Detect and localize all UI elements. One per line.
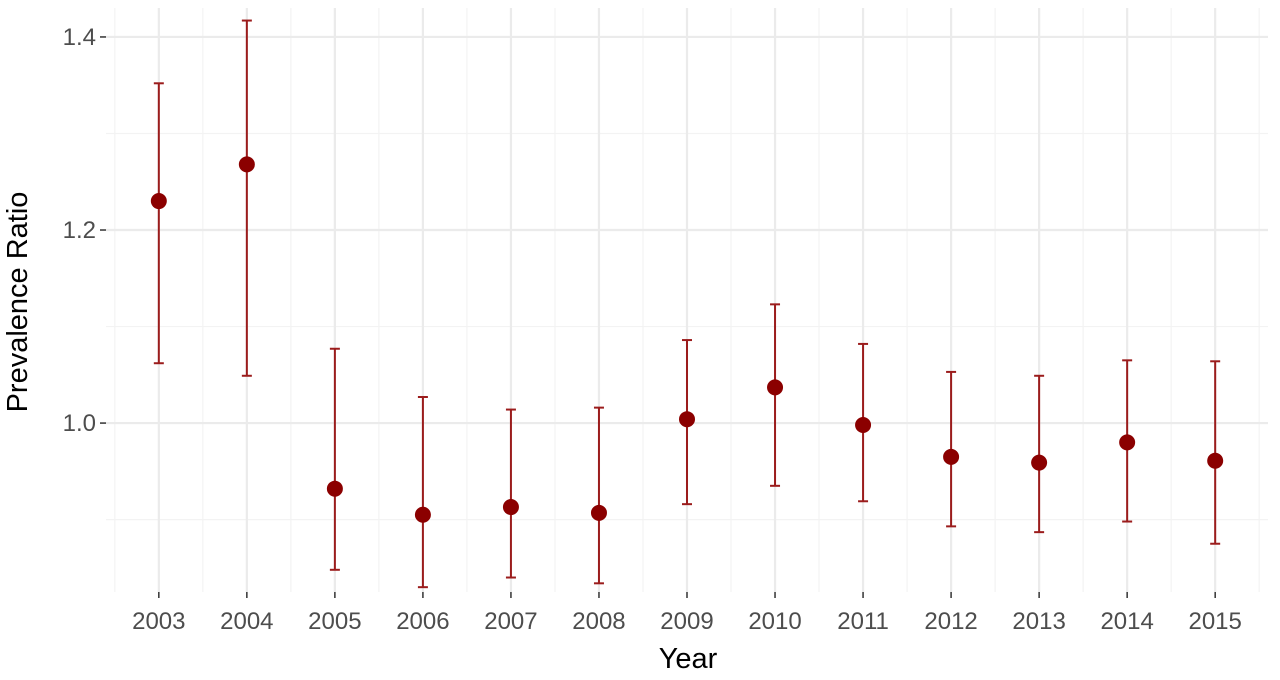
data-point [414, 506, 431, 523]
x-tick-label: 2012 [924, 608, 977, 635]
error-bar [153, 82, 164, 365]
data-point [326, 480, 343, 497]
y-axis-title: Prevalence Ratio [2, 192, 34, 413]
x-tick-label: 2004 [220, 608, 273, 635]
error-bar [1034, 374, 1045, 534]
data-point [943, 448, 960, 465]
data-point [590, 504, 607, 521]
data-point [1119, 434, 1136, 451]
x-tick-label: 2009 [660, 608, 713, 635]
data-point [767, 379, 784, 396]
data-point [1207, 452, 1224, 469]
error-bar [329, 347, 340, 571]
error-bar [241, 19, 252, 377]
x-axis-title: Year [659, 643, 718, 675]
data-point [150, 193, 167, 210]
error-bar [593, 406, 604, 585]
data-point [855, 417, 872, 434]
data-point [1031, 454, 1048, 471]
x-tick-label: 2008 [572, 608, 625, 635]
x-tick-label: 2006 [396, 608, 449, 635]
x-tick-label: 2010 [748, 608, 801, 635]
data-point [238, 156, 255, 173]
x-tick-label: 2005 [308, 608, 361, 635]
y-tick-label: 1.0 [63, 410, 96, 437]
data-point [502, 499, 519, 516]
error-bar [417, 396, 428, 589]
axis-ticks [100, 36, 1216, 598]
y-tick-label: 1.2 [63, 217, 96, 244]
x-tick-label: 2013 [1012, 608, 1065, 635]
tick-labels: 1.0 1.2 1.4 2003 2004 2005 2006 2007 2008 2009 201… [63, 24, 1242, 635]
x-tick-label: 2007 [484, 608, 537, 635]
x-tick-label: 2015 [1188, 608, 1241, 635]
x-tick-label: 2014 [1100, 608, 1153, 635]
x-tick-label: 2011 [837, 608, 889, 635]
data-points [150, 156, 1224, 523]
x-tick-label: 2003 [132, 608, 185, 635]
y-tick-label: 1.4 [63, 24, 96, 51]
error-bar [505, 408, 516, 579]
data-point [679, 411, 695, 428]
error-bar [1210, 360, 1221, 545]
